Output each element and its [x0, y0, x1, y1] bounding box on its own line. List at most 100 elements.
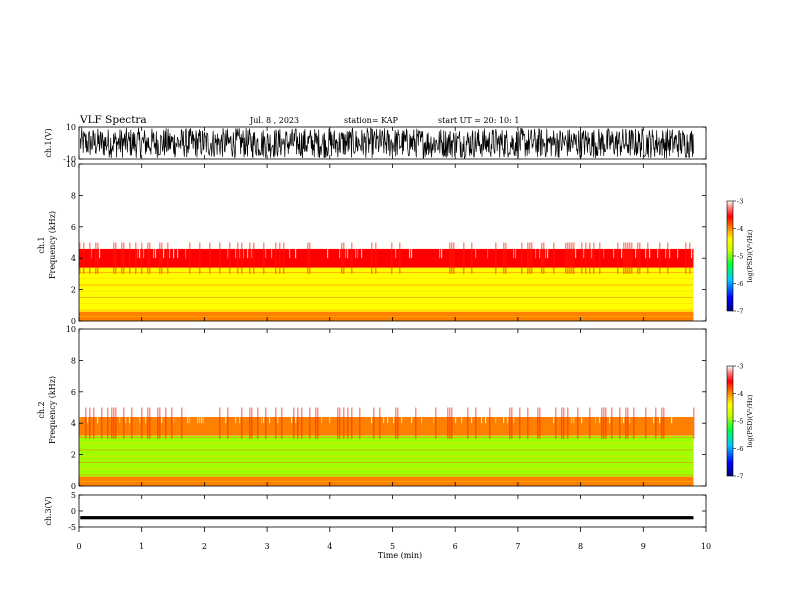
spectrogram-texture [173, 164, 175, 259]
spectrogram-texture [135, 242, 137, 274]
colorbar-tick-label: -5 [737, 253, 743, 261]
spectrogram-texture [169, 164, 171, 259]
spectrogram-texture [669, 164, 671, 259]
spectrogram-texture [203, 329, 205, 424]
spectrogram-texture [637, 242, 639, 274]
spectrogram-texture [629, 329, 631, 424]
spectrogram-texture [649, 164, 651, 259]
spectrogram-texture [609, 329, 611, 424]
colorbar-tick-label: -5 [737, 418, 743, 426]
spectrogram-texture [241, 242, 243, 274]
time-axis-tick-label: 4 [327, 542, 332, 551]
spectrogram-texture [611, 407, 613, 439]
spectrogram-texture [449, 407, 451, 439]
ch2-spectrogram-ylabel-frequency: Frequency (kHz) [48, 376, 57, 444]
time-axis-ticks: 0 1 2 3 4 5 6 7 8 9 10 [76, 127, 711, 551]
spec1-y-tick-label: 4 [71, 254, 76, 263]
spectrogram-texture [461, 329, 463, 424]
spectrogram-texture [657, 164, 659, 259]
spectrogram-texture [553, 242, 555, 274]
ch3-waveform-y-tick-label: -5 [68, 523, 76, 532]
spectrogram-texture [143, 164, 145, 259]
spectrogram-texture [277, 329, 279, 424]
spectrogram-texture [619, 407, 621, 439]
ch3-waveform-y-tick-label: 0 [71, 507, 76, 516]
spectrogram-texture [343, 242, 345, 274]
spectrogram-texture [463, 242, 465, 274]
spectrogram-band [79, 329, 694, 417]
spectrogram-texture [583, 164, 585, 259]
spectrogram-texture [435, 407, 437, 439]
colorbar-tick-label: -3 [737, 198, 743, 206]
spectrogram-texture [163, 164, 165, 259]
spectrogram-texture [489, 407, 491, 439]
spectrogram-texture [529, 242, 531, 274]
ch1-spectrogram-y-ticks: 0 2 4 6 8 10 [66, 160, 706, 326]
spectrogram-texture [689, 242, 691, 274]
ch2-spectrogram-y-ticks: 0 2 4 6 8 10 [66, 325, 706, 491]
spectrogram-texture [137, 164, 139, 259]
spectrogram-texture [165, 407, 167, 439]
colorbar-tick-label: -6 [737, 280, 743, 288]
time-axis-label: Time (min) [378, 551, 422, 560]
spectrogram-texture [111, 407, 113, 439]
ch3-waveform-panel: 50-5 ch.3(V) 0 1 2 3 4 5 6 7 8 9 10 Time (min) [44, 127, 711, 560]
spectrogram-band [79, 248, 694, 268]
spec2-y-tick-label: 6 [71, 388, 76, 397]
time-axis-tick-label: 0 [76, 542, 81, 551]
ch1-waveform-ylabel: ch.1(V) [44, 128, 53, 157]
spec1-y-tick-label: 8 [71, 191, 76, 200]
spec1-y-tick-label: 2 [71, 286, 76, 295]
spectrogram-texture [351, 242, 353, 274]
spectrogram-texture [527, 407, 529, 439]
spectrogram-texture [667, 242, 669, 274]
spectrogram-texture [671, 329, 673, 424]
spectrogram-texture [263, 329, 265, 424]
spectrogram-texture [123, 407, 125, 439]
spectrogram-texture [685, 242, 687, 274]
spectrogram-texture [627, 407, 629, 439]
spectrogram-texture [567, 407, 569, 439]
spectrogram-texture [585, 242, 587, 274]
spectrogram-texture [653, 329, 655, 424]
spectrogram-texture [147, 242, 149, 274]
spectrogram-texture [199, 329, 201, 424]
spectrogram-texture [235, 329, 237, 424]
spectrogram-texture [537, 407, 539, 439]
colorbar-tick-label: -7 [737, 308, 743, 316]
spectrogram-texture [411, 164, 413, 259]
spectrogram-texture [227, 407, 229, 439]
spectrogram-texture [535, 164, 537, 259]
spectrogram-texture [677, 164, 679, 259]
spectrogram-texture [451, 407, 453, 439]
spectrogram-texture [355, 164, 357, 259]
station-label: station= KAP [344, 116, 399, 125]
spectrogram-texture [149, 407, 151, 439]
spectrogram-texture [545, 164, 547, 259]
spectrogram-texture [415, 407, 417, 439]
spectrogram-texture [275, 242, 277, 274]
spectrogram-texture [131, 407, 133, 439]
spectrogram-texture [613, 164, 615, 259]
spectrogram-texture [119, 329, 121, 424]
spectrogram-texture [197, 329, 199, 424]
spectrogram-texture [125, 329, 127, 424]
spectrogram-texture [451, 242, 453, 274]
spectrogram-texture [249, 407, 251, 439]
spectrogram-texture [467, 407, 469, 439]
spectrogram-texture [247, 164, 249, 259]
ch3-waveform-ylabel: ch.3(V) [44, 496, 53, 525]
spectrogram-texture [581, 329, 583, 424]
spectrogram-texture [453, 242, 455, 274]
spectrogram-texture [399, 242, 401, 274]
spectrogram-texture [97, 242, 99, 274]
spectrogram-texture [601, 407, 603, 439]
ch1-spectrogram-heatmap [79, 164, 694, 321]
spectrogram-texture [379, 407, 381, 439]
spectrogram-texture [603, 407, 605, 439]
spectrogram-texture [635, 164, 637, 259]
time-axis-tick-label: 10 [701, 542, 711, 551]
spectrogram-texture [495, 242, 497, 274]
spectrogram-texture [663, 407, 665, 439]
spectrogram-texture [89, 242, 91, 274]
